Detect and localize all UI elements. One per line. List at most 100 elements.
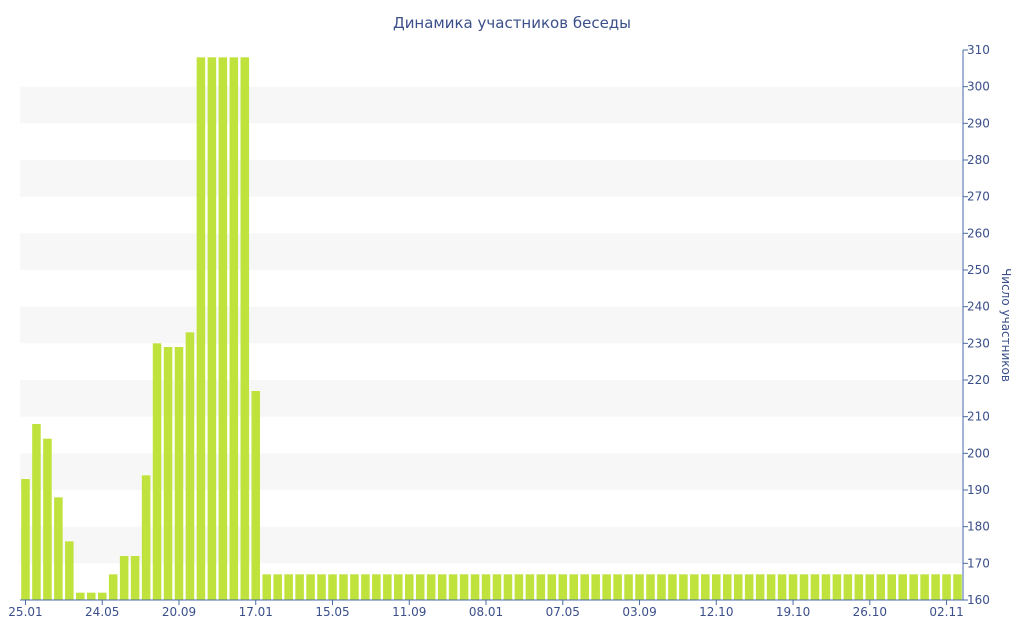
bar xyxy=(777,574,787,600)
bar xyxy=(712,574,721,600)
bar xyxy=(65,541,74,600)
bar xyxy=(339,574,348,600)
y-tick-label: 280 xyxy=(967,153,990,167)
bar xyxy=(284,574,293,600)
x-tick-label: 02.11 xyxy=(929,605,963,619)
bar xyxy=(306,574,315,600)
bar xyxy=(119,556,129,600)
bar xyxy=(152,343,162,600)
y-tick-label: 210 xyxy=(967,410,990,424)
bar xyxy=(755,574,765,600)
y-tick-label: 230 xyxy=(967,336,990,350)
bar xyxy=(744,574,754,600)
x-tick-label: 08.01 xyxy=(469,605,503,619)
grid-band xyxy=(20,380,963,417)
bar xyxy=(799,574,809,600)
bar xyxy=(130,556,140,600)
bar xyxy=(108,574,118,600)
bar xyxy=(394,574,403,600)
bar xyxy=(185,332,195,600)
bar xyxy=(679,574,688,600)
bar xyxy=(503,574,513,600)
bar xyxy=(240,57,250,601)
bar xyxy=(953,574,962,600)
y-tick-label: 200 xyxy=(967,446,990,460)
bar xyxy=(448,574,458,600)
bar xyxy=(733,574,743,600)
x-tick-label: 20.09 xyxy=(162,605,196,619)
y-tick-label: 270 xyxy=(967,190,990,204)
bar xyxy=(624,574,633,600)
x-tick-label: 25.01 xyxy=(8,605,42,619)
bar xyxy=(76,592,85,600)
x-tick-label: 15.05 xyxy=(315,605,349,619)
bar xyxy=(492,574,502,600)
bar xyxy=(602,574,611,600)
bar xyxy=(920,574,929,600)
bar xyxy=(525,574,535,600)
bar xyxy=(415,574,425,600)
bar xyxy=(832,574,842,600)
y-tick-label: 220 xyxy=(967,373,990,387)
bar xyxy=(876,574,886,600)
bar xyxy=(909,574,918,600)
bar xyxy=(887,574,897,600)
bar xyxy=(251,391,261,600)
y-tick-label: 310 xyxy=(967,43,990,57)
bar xyxy=(350,574,359,600)
bar xyxy=(383,574,392,600)
bar xyxy=(843,574,853,600)
bar xyxy=(141,475,151,600)
grid-band xyxy=(20,526,963,564)
bar xyxy=(821,574,831,600)
bar xyxy=(21,479,30,600)
bar xyxy=(361,574,370,600)
bar xyxy=(459,574,469,600)
y-axis-label: Число участников xyxy=(999,268,1013,382)
y-tick-label: 250 xyxy=(967,263,990,277)
bar xyxy=(942,574,951,600)
bar xyxy=(646,574,655,600)
y-axis: 160 170 180 190 200 210 220 230 240 250 260 270 280 2… xyxy=(962,43,990,607)
bar xyxy=(317,574,326,600)
y-tick-label: 290 xyxy=(967,116,990,130)
bar xyxy=(810,574,820,600)
bar xyxy=(437,574,447,600)
grid-band xyxy=(20,160,963,197)
bar xyxy=(207,57,217,601)
bar xyxy=(788,574,798,600)
bar xyxy=(32,424,41,600)
grid-bands xyxy=(20,86,963,564)
bar xyxy=(547,574,557,600)
bar xyxy=(898,574,907,600)
bar xyxy=(766,574,776,600)
bar xyxy=(613,574,622,600)
y-tick-label: 170 xyxy=(967,556,990,570)
grid-band xyxy=(20,86,963,124)
bar xyxy=(163,347,173,600)
x-tick-label: 26.10 xyxy=(853,605,887,619)
bar xyxy=(97,592,107,600)
bar xyxy=(536,574,546,600)
chart-title: Динамика участников беседы xyxy=(393,14,631,32)
x-tick-label: 17.01 xyxy=(239,605,273,619)
x-tick-label: 12.10 xyxy=(699,605,733,619)
bar xyxy=(43,438,52,600)
bar xyxy=(372,574,381,600)
bar xyxy=(701,574,710,600)
y-tick-label: 260 xyxy=(967,226,990,240)
y-tick-label: 190 xyxy=(967,483,990,497)
bar xyxy=(174,347,184,600)
bar xyxy=(196,57,206,601)
bar xyxy=(558,574,568,600)
bar xyxy=(722,574,732,600)
bar xyxy=(931,574,940,600)
bar xyxy=(569,574,579,600)
x-tick-label: 11.09 xyxy=(392,605,426,619)
x-tick-label: 03.09 xyxy=(622,605,656,619)
bar xyxy=(580,574,589,600)
grid-band xyxy=(20,453,963,490)
y-tick-label: 300 xyxy=(967,80,990,94)
bar xyxy=(854,574,864,600)
